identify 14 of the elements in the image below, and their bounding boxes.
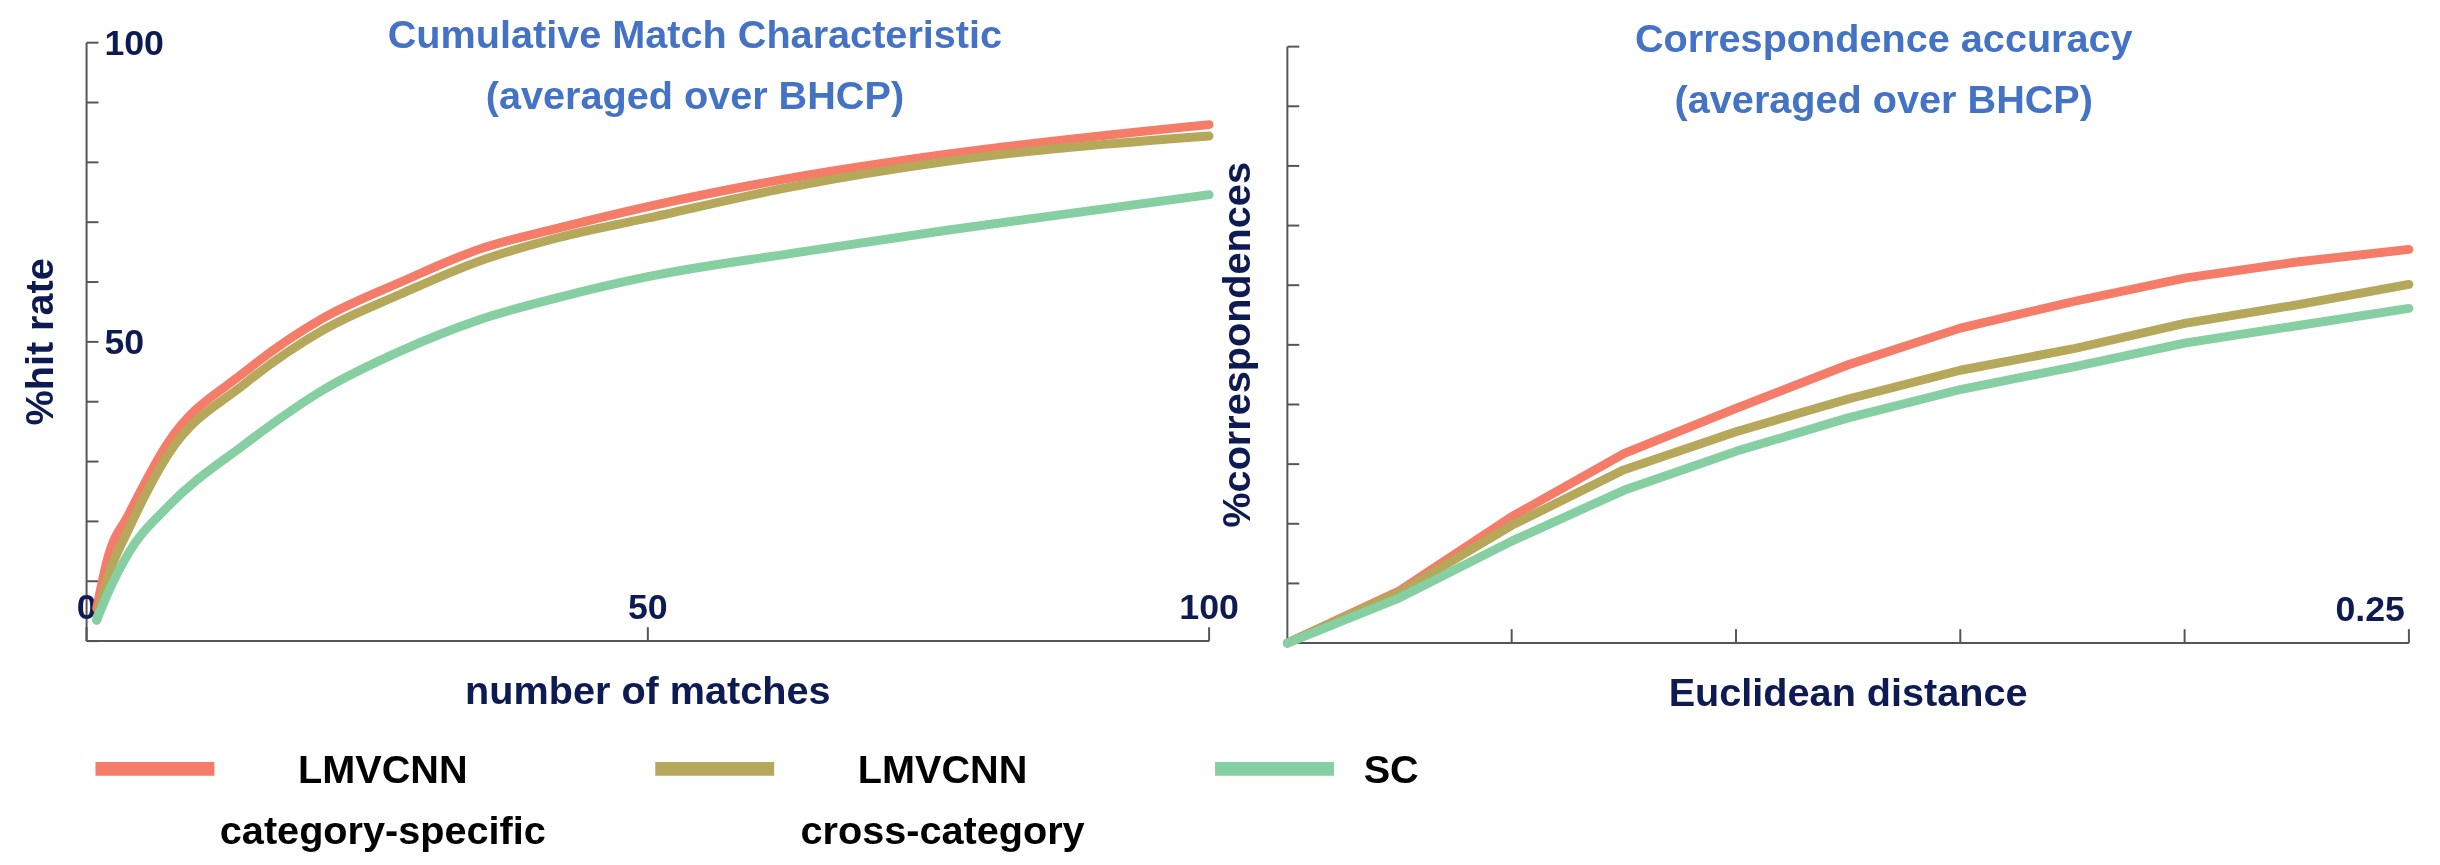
legend-label: LMVCNN category-specific bbox=[219, 746, 546, 853]
y-axis-title: %hit rate bbox=[16, 258, 61, 426]
y-axis-title: %correspondences bbox=[1213, 162, 1258, 528]
x-tick-label: 50 bbox=[628, 587, 668, 628]
annotation: 0.25 bbox=[2335, 589, 2405, 630]
x-axis-title: number of matches bbox=[465, 668, 831, 713]
x-tick-label: 100 bbox=[1179, 587, 1239, 628]
legend-label: SC bbox=[1363, 746, 1419, 791]
chart-title: Correspondence accuracy bbox=[1634, 15, 2133, 60]
chart-subtitle: (averaged over BHCP) bbox=[1674, 77, 2094, 122]
chart-title: Cumulative Match Characteristic bbox=[387, 11, 1003, 56]
x-axis-title: Euclidean distance bbox=[1668, 670, 2028, 715]
legend-label: LMVCNN cross-category bbox=[800, 746, 1085, 853]
text: (averaged over BHCP) bbox=[485, 73, 905, 118]
